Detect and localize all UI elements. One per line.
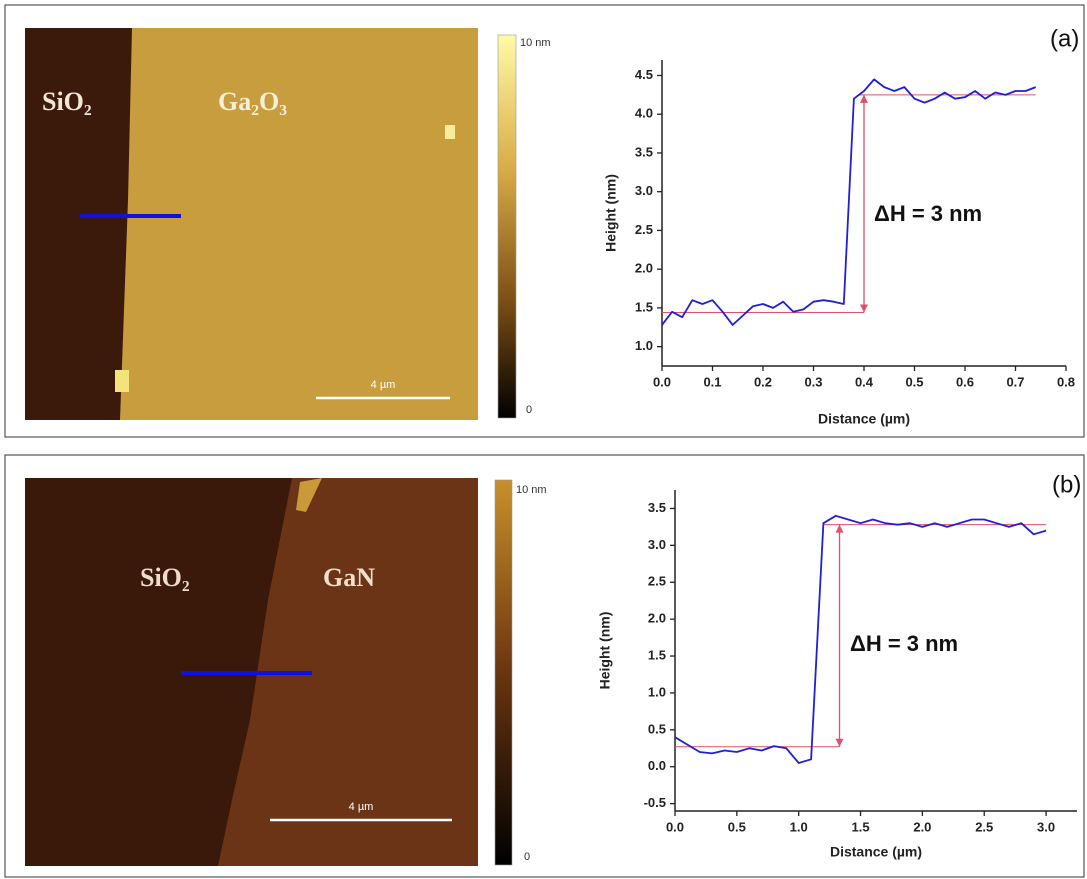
arrow-head [835, 738, 844, 747]
x-tick-label: 0.3 [804, 374, 822, 389]
annotation: ΔH = 3 nm [874, 201, 982, 226]
x-tick-label: 1.0 [790, 819, 808, 834]
x-tick-label: 2.0 [913, 819, 931, 834]
particle [445, 125, 455, 139]
scale-bar-label: 4 µm [349, 801, 374, 813]
panel-label: (b) [1052, 471, 1081, 498]
x-tick-label: 0.0 [666, 819, 684, 834]
afm-image: SiO₂ GaN 4 µm 10 nm 0 [25, 478, 547, 866]
x-tick-label: 0.0 [653, 374, 671, 389]
x-tick-label: 0.5 [905, 374, 923, 389]
x-axis-label: Distance (µm) [818, 411, 910, 427]
x-tick-label: 0.7 [1006, 374, 1024, 389]
colorbar-label: 10 nm [516, 484, 547, 496]
data-line [661, 78, 1037, 326]
y-tick-label: 2.5 [635, 222, 653, 237]
colorbar-label: 0 [526, 404, 532, 416]
y-tick-label: 2.0 [635, 261, 653, 276]
y-tick-label: -0.5 [644, 795, 666, 810]
x-tick-label: 0.6 [956, 374, 974, 389]
colorbar [494, 479, 513, 866]
y-tick-label: 1.0 [635, 338, 653, 353]
colorbar-label: 0 [524, 851, 530, 863]
y-tick-label: 3.0 [635, 183, 653, 198]
y-tick-label: 3.5 [635, 144, 653, 159]
region-label: GaN [323, 563, 375, 592]
y-tick-label: 2.0 [648, 611, 666, 626]
x-tick-label: 0.4 [855, 374, 874, 389]
panel-label: (a) [1050, 25, 1079, 52]
y-tick-label: 3.5 [648, 500, 666, 515]
chart: 0.0 0.5 1.0 1.5 2.0 2.5 3.0-0.50.00.51.01.52.0… [597, 490, 1077, 860]
afm-image: SiO₂ Ga₂O₃ 4 µm 10 nm 0 [25, 28, 551, 420]
region-label: SiO₂ [42, 87, 92, 116]
image-region [25, 478, 292, 866]
scale-bar-label: 4 µm [371, 379, 396, 391]
image-region [25, 28, 132, 420]
y-axis-label: Height (nm) [603, 174, 619, 252]
data-line [674, 514, 1047, 764]
x-tick-label: 0.5 [728, 819, 746, 834]
y-tick-label: 3.0 [648, 537, 666, 552]
region-label: SiO₂ [140, 563, 190, 592]
colorbar-label: 10 nm [520, 37, 551, 49]
y-tick-label: 0.0 [648, 758, 666, 773]
y-tick-label: 4.5 [635, 67, 653, 82]
arrow-head [860, 304, 868, 313]
x-axis-label: Distance (µm) [830, 844, 922, 860]
y-tick-label: 1.5 [635, 299, 653, 314]
particle [296, 478, 322, 512]
y-tick-label: 1.0 [648, 684, 666, 699]
annotation: ΔH = 3 nm [850, 631, 958, 656]
colorbar [497, 34, 517, 419]
chart: 0.0 0.1 0.2 0.3 0.4 0.5 0.6 0.7 0.8 1.0 1.5 2.0 2.5 3… [603, 60, 1075, 427]
y-tick-label: 1.5 [648, 647, 666, 662]
panel-frame [4, 454, 1085, 878]
region-label: Ga₂O₃ [218, 87, 287, 116]
y-axis-label: Height (nm) [597, 612, 613, 690]
particle [115, 370, 129, 392]
x-tick-label: 1.5 [851, 819, 869, 834]
y-tick-label: 4.0 [635, 106, 653, 121]
x-tick-label: 0.1 [703, 374, 721, 389]
arrow-head [860, 94, 868, 103]
y-tick-label: 2.5 [648, 574, 666, 589]
panel-frame [4, 4, 1085, 438]
x-tick-label: 3.0 [1037, 819, 1055, 834]
x-tick-label: 0.8 [1057, 374, 1075, 389]
y-tick-label: 0.5 [648, 721, 666, 736]
arrow-head [835, 524, 844, 533]
x-tick-label: 0.2 [754, 374, 772, 389]
x-tick-label: 2.5 [975, 819, 993, 834]
